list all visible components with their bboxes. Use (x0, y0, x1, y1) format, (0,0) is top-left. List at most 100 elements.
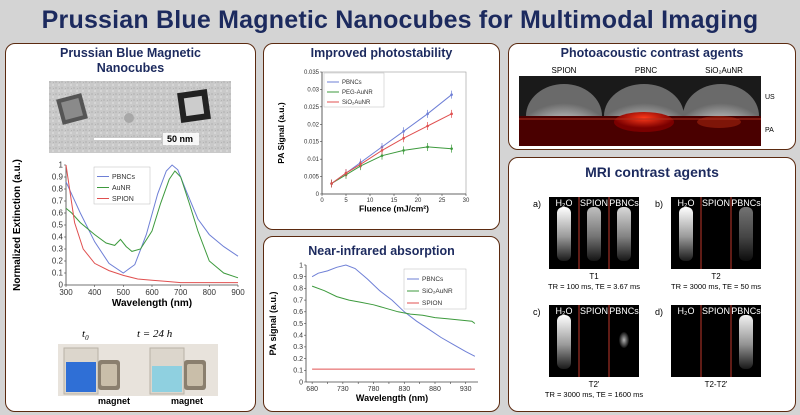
mri-caption-params: TR = 3000 ms, TE = 1600 ms (545, 390, 643, 399)
mri-panel-letter: c) (533, 307, 541, 317)
y-tick-label: 0.4 (293, 333, 303, 340)
vial-clear (152, 366, 182, 392)
mri-caption-name: T2-T2' (705, 380, 728, 389)
nir-chart: 680 730 780 830 880 930 0 0.1 0.2 0.3 0.4 0.5 0.6 0.7… (268, 262, 478, 403)
mri-caption-name: T2' (589, 380, 600, 389)
mri-col-label: H₂O (678, 198, 695, 208)
tem-image: 50 nm (49, 81, 231, 153)
mri-col-label: H₂O (556, 306, 573, 316)
y-tick-label: 0.7 (52, 197, 64, 206)
photoacoustic-image: SPION PBNC SiO₂AuNR US PA (519, 66, 775, 146)
mri-col-label: SPION (702, 198, 730, 208)
data-point (402, 129, 405, 133)
magnet-label-left: magnet (98, 396, 131, 406)
x-tick-label: 930 (460, 386, 472, 393)
mri-caption-params: TR = 3000 ms, TE = 50 ms (671, 282, 761, 291)
panel-nanocubes-title: Prussian Blue Magnetic Nanocubes (6, 46, 255, 76)
data-point (426, 145, 429, 149)
x-tick-label: 400 (88, 288, 102, 297)
y-tick-label: 0.3 (293, 344, 303, 351)
data-point (344, 171, 348, 175)
legend-label: SPION (112, 196, 134, 203)
series-line-pbncs (331, 94, 452, 184)
data-point (450, 93, 453, 96)
label-t0-sub: 0 (85, 334, 89, 343)
mri-caption-name: T2 (711, 272, 721, 281)
x-tick-label: 800 (203, 288, 217, 297)
legend-label: PEG-AuNR (342, 90, 373, 96)
y-tick-label: 0.1 (52, 269, 64, 278)
x-tick-label: 5 (344, 198, 348, 204)
mri-col-label: H₂O (556, 198, 573, 208)
y-tick-label: 0.6 (52, 209, 64, 218)
x-tick-label: 30 (463, 198, 470, 204)
mri-panel-letter: a) (533, 199, 541, 209)
y-axis-label: PA signal (a.u.) (268, 291, 278, 355)
x-tick-label: 300 (59, 288, 73, 297)
mri-signal (619, 332, 629, 348)
y-tick-label: 0.5 (293, 321, 303, 328)
y-tick-label: 0.025 (304, 105, 320, 111)
panel-photostability: Improved photostability 0 5 10 15 20 25 30 0 0.0… (263, 43, 500, 230)
x-tick-label: 15 (391, 198, 398, 204)
y-tick-label: 0.005 (304, 175, 320, 181)
poster-header: Prussian Blue Magnetic Nanocubes for Mul… (0, 0, 800, 42)
label-us: US (765, 94, 775, 101)
mri-panel-letter: b) (655, 199, 663, 209)
y-tick-label: 0.2 (52, 257, 64, 266)
panel-photostability-title: Improved photostability (310, 46, 453, 60)
data-point (359, 163, 362, 166)
y-tick-label: 0.1 (293, 368, 303, 375)
y-tick-label: 0.3 (52, 245, 64, 254)
y-tick-label: 0.01 (307, 157, 319, 163)
series-line-sio-aunr (311, 285, 476, 324)
data-point (380, 149, 384, 152)
mri-signal (679, 207, 693, 261)
x-axis-label: Wavelength (nm) (356, 393, 428, 403)
series-line-spion (65, 164, 238, 284)
x-tick-label: 900 (231, 288, 245, 297)
panel-photoacoustic-title: Photoacoustic contrast agents (560, 46, 744, 60)
magnet-label-right: magnet (171, 396, 204, 406)
series-line-pbncs (311, 264, 476, 357)
label-t24: t = 24 h (137, 328, 173, 340)
y-tick-label: 0.015 (304, 140, 320, 146)
photostability-chart: 0 5 10 15 20 25 30 0 0.005 0.01 0.015 0.02 0.025 0.03… (276, 70, 470, 214)
y-tick-label: 0.02 (307, 122, 319, 128)
y-tick-label: 0.035 (304, 70, 320, 76)
series-line-aunr (65, 170, 239, 279)
x-tick-label: 700 (174, 288, 188, 297)
x-tick-label: 780 (368, 386, 380, 393)
y-tick-label: 0.7 (293, 297, 303, 304)
legend-label: SPION (422, 300, 443, 307)
mri-col-label: PBNCs (731, 198, 761, 208)
panel-mri: MRI contrast agents a) H₂O SPION PBNCs T1 TR … (508, 157, 796, 412)
y-tick-label: 0.8 (293, 286, 303, 293)
mri-caption-name: T1 (589, 272, 599, 281)
vial-blue (66, 362, 96, 392)
data-point (450, 147, 453, 150)
y-tick-label: 1 (299, 262, 303, 269)
panel-mri-title: MRI contrast agents (585, 164, 719, 180)
legend-label: PBNCs (342, 80, 362, 86)
mri-signal (557, 207, 571, 261)
panel-nanocubes-title-line2: Nanocubes (96, 61, 165, 75)
pa-label-sio2aunr: SiO₂AuNR (705, 66, 743, 75)
x-tick-label: 680 (306, 386, 318, 393)
data-point (450, 112, 453, 116)
label-t0-text: t (82, 328, 86, 340)
data-point (402, 136, 405, 140)
pa-label-spion: SPION (552, 66, 577, 75)
label-pa: PA (765, 127, 774, 134)
x-axis-label: Wavelength (nm) (112, 298, 192, 309)
panel-nir-title: Near-infrared absorption (308, 244, 455, 258)
legend-box (403, 268, 467, 310)
legend-box (323, 72, 385, 108)
mri-signal (587, 207, 601, 261)
y-axis-label: PA Signal (a.u.) (276, 102, 286, 164)
mri-signal (557, 315, 571, 369)
series-line-peg-aunr (331, 146, 452, 184)
mri-signal (739, 207, 753, 261)
data-point (426, 112, 429, 116)
data-point (426, 124, 429, 128)
